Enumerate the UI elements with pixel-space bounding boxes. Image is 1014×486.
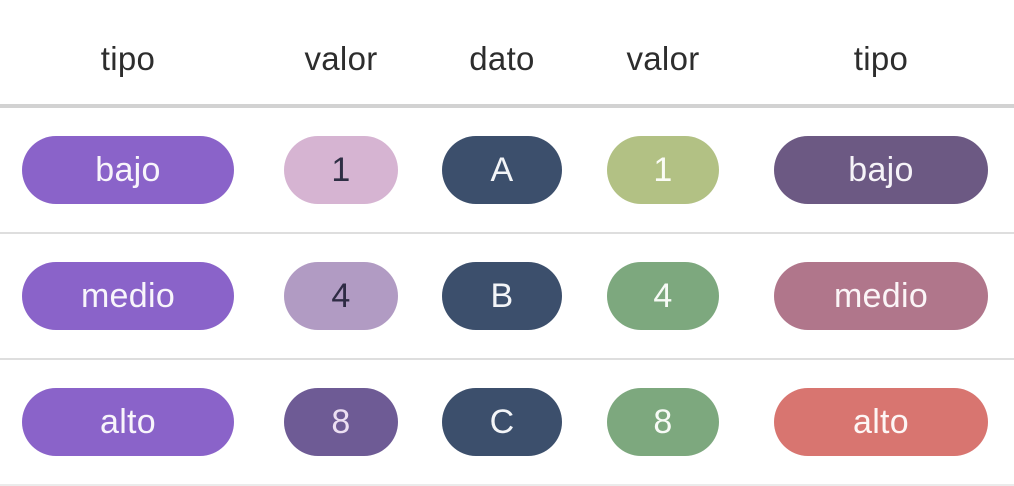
column-header-dato: dato xyxy=(469,40,535,77)
column-header-valor-right: valor xyxy=(626,40,700,77)
table-row: bajo 1 A 1 bajo xyxy=(0,108,1014,234)
pill-valor-left: 4 xyxy=(284,262,398,330)
pill-tipo-left: bajo xyxy=(22,136,234,204)
pill-valor-right: 1 xyxy=(607,136,719,204)
pill-tipo-right: alto xyxy=(774,388,988,456)
pill-tipo-left: medio xyxy=(22,262,234,330)
column-header-tipo-left: tipo xyxy=(100,40,156,77)
column-header-valor-left: valor xyxy=(304,40,378,77)
column-header-tipo-right: tipo xyxy=(853,40,909,77)
pill-valor-right: 4 xyxy=(607,262,719,330)
table-body: bajo 1 A 1 bajo medio 4 B 4 medio alto 8 C 8 alto xyxy=(0,108,1014,486)
pill-valor-left: 8 xyxy=(284,388,398,456)
pill-tipo-left: alto xyxy=(22,388,234,456)
pill-dato: C xyxy=(442,388,562,456)
pill-valor-left: 1 xyxy=(284,136,398,204)
pill-dato: A xyxy=(442,136,562,204)
table-row: medio 4 B 4 medio xyxy=(0,234,1014,360)
pill-tipo-right: medio xyxy=(774,262,988,330)
pill-valor-right: 8 xyxy=(607,388,719,456)
table-row: alto 8 C 8 alto xyxy=(0,360,1014,486)
pill-dato: B xyxy=(442,262,562,330)
table-header-row: tipo valor dato valor tipo xyxy=(0,0,1014,108)
pill-tipo-right: bajo xyxy=(774,136,988,204)
